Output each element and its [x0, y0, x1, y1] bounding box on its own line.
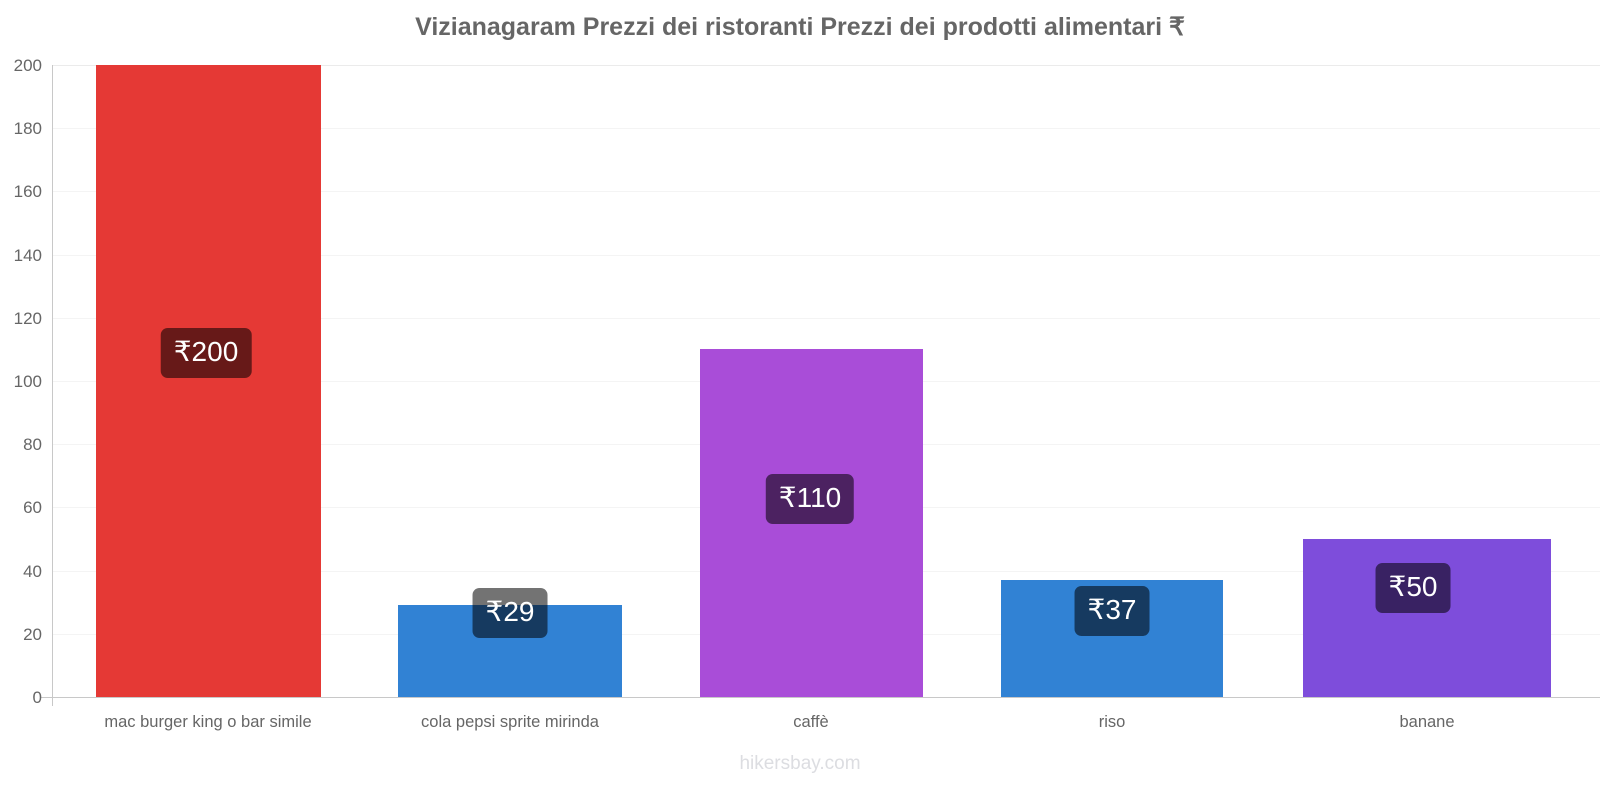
bar-value-label-3: ₹37: [1074, 586, 1150, 636]
bar-value-label-4: ₹50: [1375, 563, 1451, 613]
y-axis-tick-label: 20: [23, 624, 42, 644]
bar-0[interactable]: [96, 65, 321, 697]
y-axis-line: [52, 65, 53, 700]
gridline: [52, 128, 1600, 130]
gridline: [52, 317, 1600, 319]
x-axis-category-label: caffè: [793, 713, 829, 731]
y-axis-tick-label: 0: [32, 688, 42, 707]
gridline: [52, 65, 1600, 66]
y-axis-tick-label: 160: [13, 182, 42, 202]
y-axis-tick-label: 140: [13, 245, 42, 265]
y-axis-tick-label: 100: [13, 372, 42, 391]
y-axis-tick-label: 80: [23, 435, 42, 455]
x-axis-category-label: banane: [1399, 713, 1455, 731]
y-axis-tick-label: 40: [23, 561, 42, 581]
x-axis-line: [40, 697, 1600, 698]
y-axis-tick-label: 60: [23, 498, 42, 518]
origin-tick: [52, 697, 53, 706]
bar-value-label-1: ₹29: [472, 588, 548, 638]
y-axis-tick-label: 180: [13, 119, 42, 139]
y-axis-tick-label: 120: [13, 308, 42, 328]
x-axis-category-label: mac burger king o bar simile: [104, 713, 312, 731]
page-title: Vizianagaram Prezzi dei ristoranti Prezz…: [415, 13, 1185, 41]
bar-value-label-2: ₹110: [765, 474, 855, 524]
gridline: [52, 191, 1600, 193]
x-axis-category-label: riso: [1098, 713, 1126, 731]
x-axis-category-label: cola pepsi sprite mirinda: [421, 713, 599, 731]
bar-value-label-0: ₹200: [160, 328, 252, 378]
y-axis-tick-label: 200: [13, 56, 42, 75]
gridline: [52, 254, 1600, 256]
footer-watermark: hikersbay.com: [739, 753, 861, 774]
